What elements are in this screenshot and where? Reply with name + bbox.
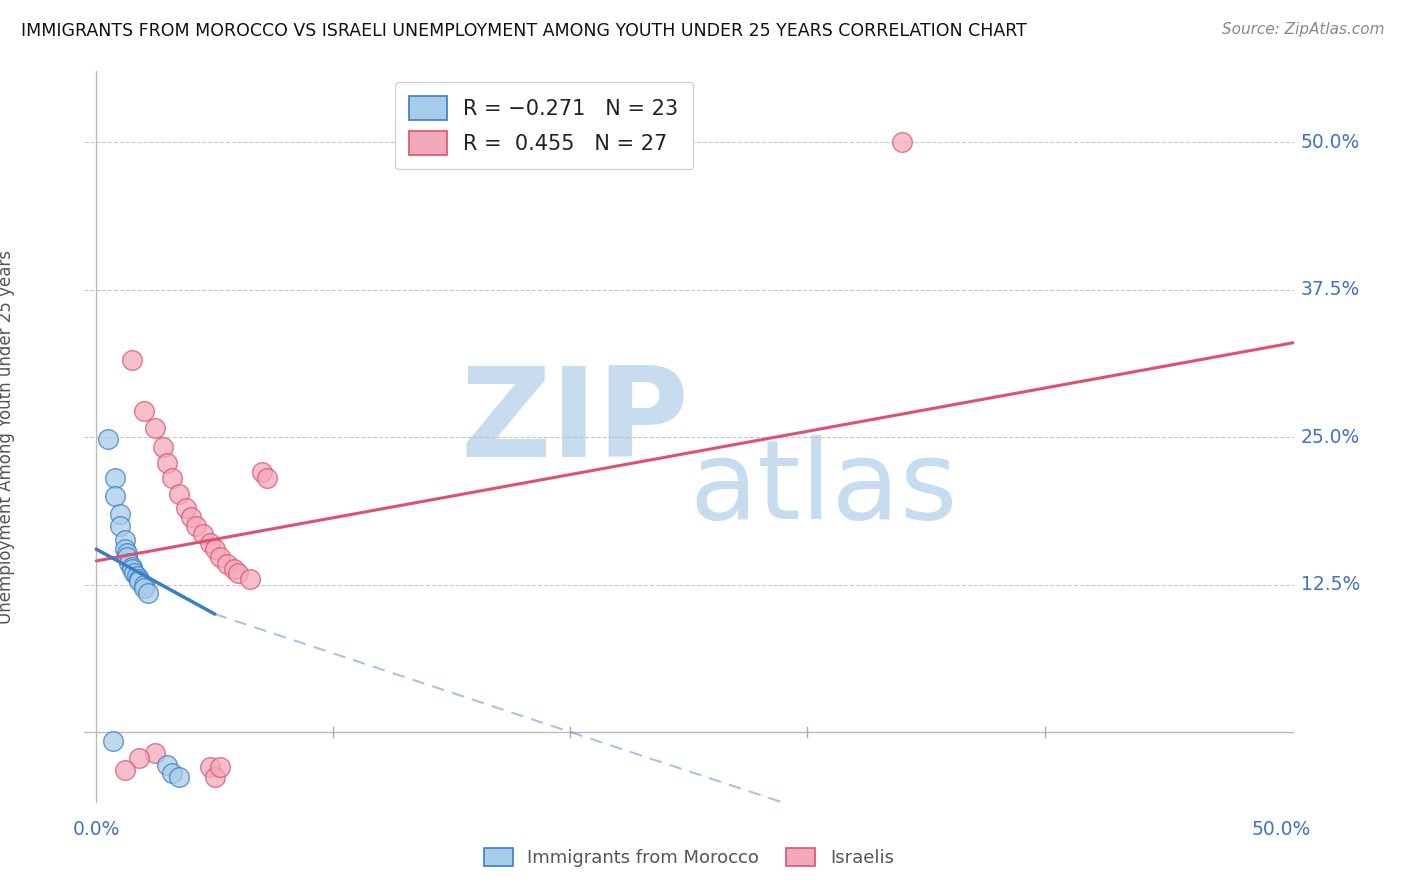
Point xyxy=(128,751,150,765)
Text: atlas: atlas xyxy=(689,434,957,541)
Point xyxy=(152,440,174,454)
Point xyxy=(108,518,131,533)
Point xyxy=(250,466,273,480)
Point xyxy=(891,135,914,149)
Point xyxy=(121,559,143,574)
Point xyxy=(108,507,131,521)
Point xyxy=(97,433,120,447)
Point xyxy=(121,562,143,576)
Point xyxy=(160,766,183,780)
Point xyxy=(180,510,202,524)
Point xyxy=(167,486,190,500)
Point xyxy=(138,586,160,600)
Legend: Immigrants from Morocco, Israelis: Immigrants from Morocco, Israelis xyxy=(477,840,901,874)
Point xyxy=(128,572,150,586)
Point xyxy=(208,550,231,565)
Point xyxy=(228,566,250,580)
Point xyxy=(191,526,214,541)
Point xyxy=(145,420,167,434)
Point xyxy=(215,558,238,572)
Point xyxy=(104,489,127,503)
Point xyxy=(198,760,221,774)
Point xyxy=(145,746,167,760)
Point xyxy=(176,500,198,515)
Point xyxy=(114,533,136,547)
Point xyxy=(132,581,155,595)
Point xyxy=(101,734,124,748)
Point xyxy=(128,574,150,588)
Point xyxy=(114,542,136,557)
Text: ZIP: ZIP xyxy=(460,362,689,483)
Point xyxy=(160,471,183,485)
Point xyxy=(184,518,207,533)
Point xyxy=(115,550,138,565)
Point xyxy=(125,569,148,583)
Point xyxy=(114,763,136,777)
Point xyxy=(222,562,245,576)
Text: 50.0%: 50.0% xyxy=(1301,133,1360,152)
Text: Source: ZipAtlas.com: Source: ZipAtlas.com xyxy=(1222,22,1385,37)
Point xyxy=(239,572,262,586)
Point xyxy=(156,456,179,470)
Point xyxy=(122,566,145,580)
Point xyxy=(104,471,127,485)
Text: 25.0%: 25.0% xyxy=(1301,427,1360,447)
Text: 50.0%: 50.0% xyxy=(1251,821,1312,839)
Point xyxy=(132,577,155,591)
Point xyxy=(198,536,221,550)
Point xyxy=(156,758,179,772)
Point xyxy=(208,760,231,774)
Text: 37.5%: 37.5% xyxy=(1301,280,1360,299)
Point xyxy=(204,770,226,784)
Point xyxy=(121,353,143,368)
Text: 12.5%: 12.5% xyxy=(1301,575,1360,594)
Point xyxy=(204,542,226,557)
Text: Unemployment Among Youth under 25 years: Unemployment Among Youth under 25 years xyxy=(0,250,15,624)
Point xyxy=(118,557,141,571)
Point xyxy=(132,404,155,418)
Text: 0.0%: 0.0% xyxy=(73,821,120,839)
Point xyxy=(256,471,278,485)
Point xyxy=(115,546,138,560)
Point xyxy=(167,770,190,784)
Text: IMMIGRANTS FROM MOROCCO VS ISRAELI UNEMPLOYMENT AMONG YOUTH UNDER 25 YEARS CORRE: IMMIGRANTS FROM MOROCCO VS ISRAELI UNEMP… xyxy=(21,22,1026,40)
